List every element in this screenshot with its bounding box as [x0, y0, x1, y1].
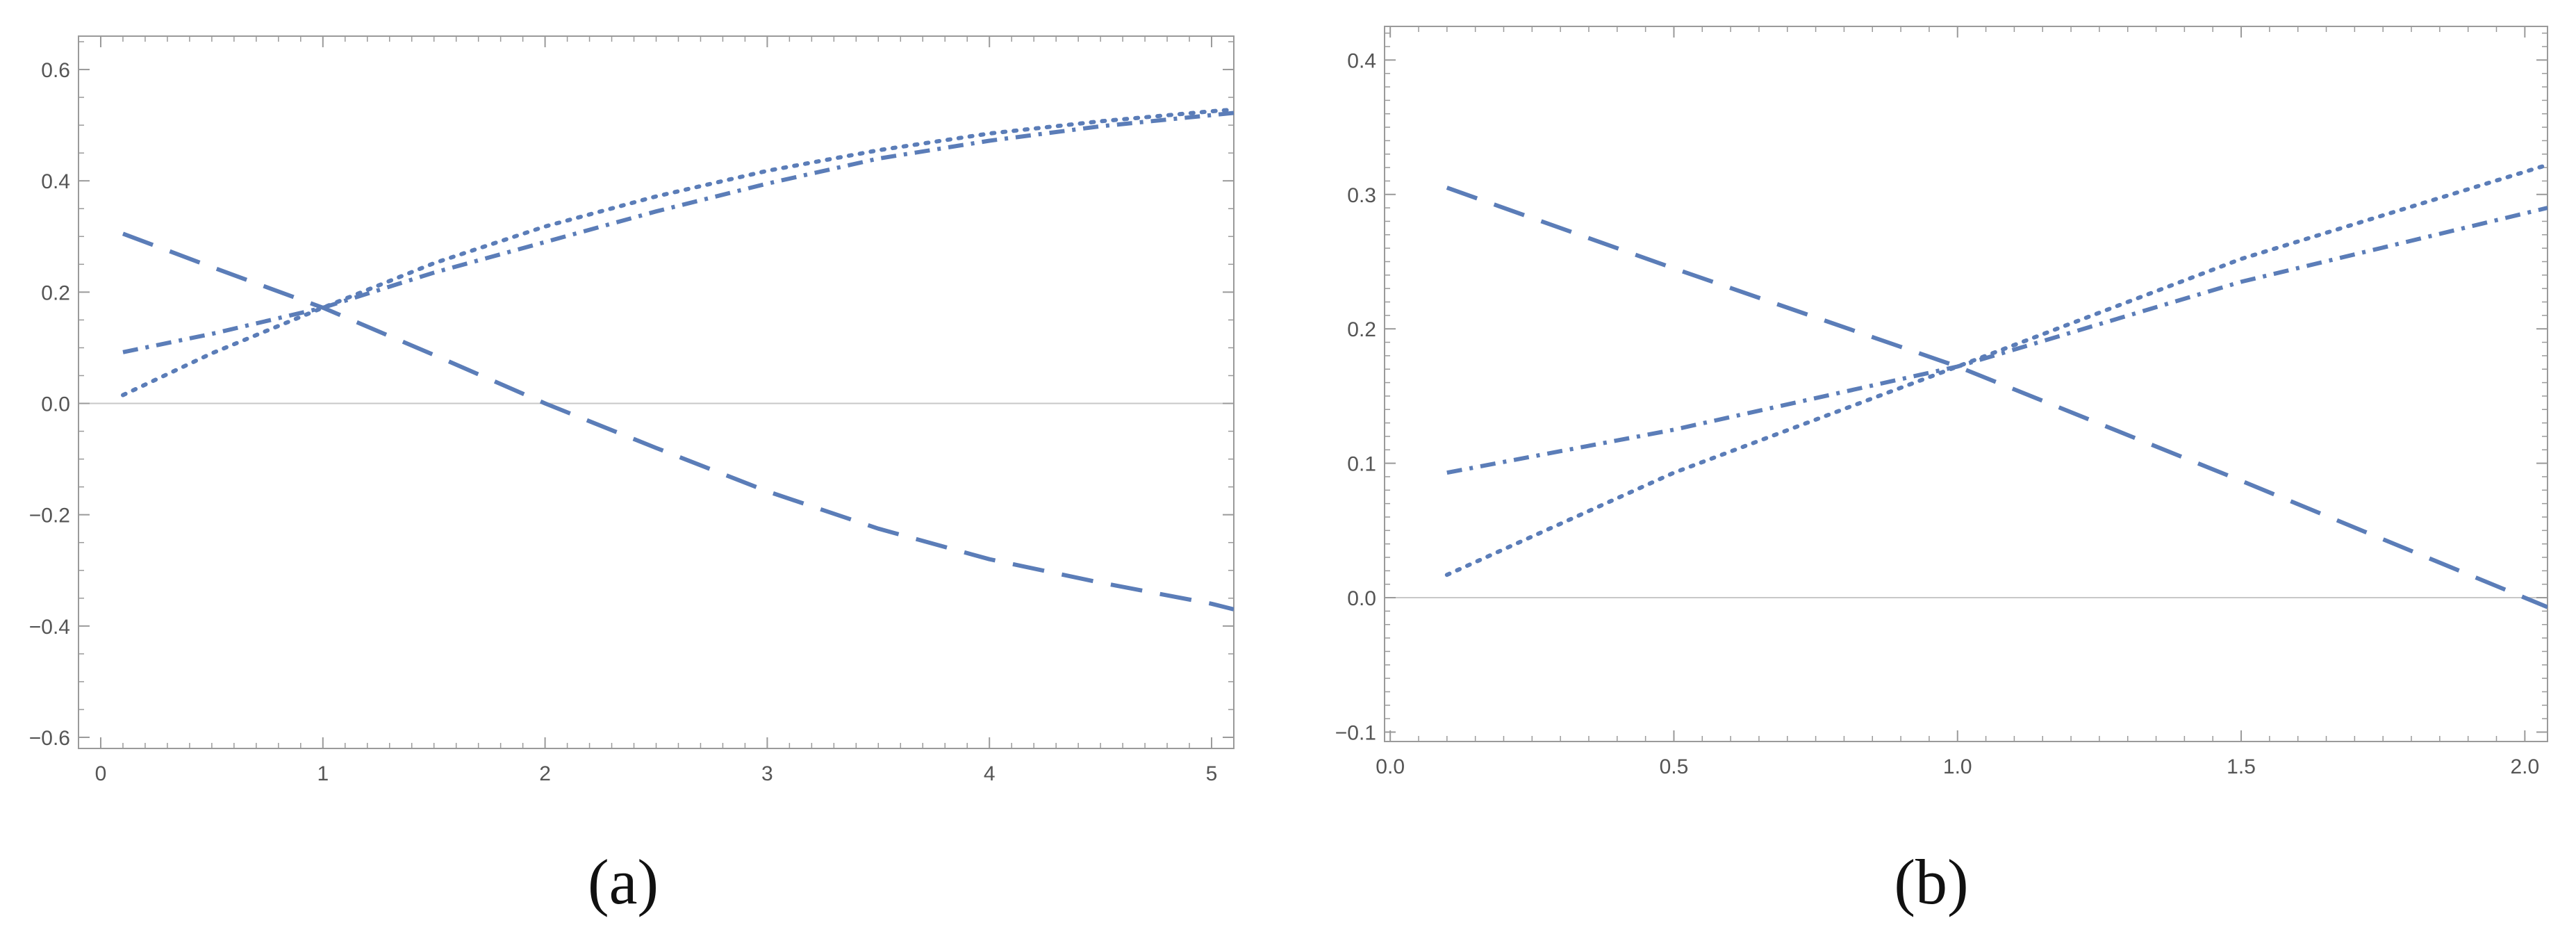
panel-a-caption: (a)	[588, 846, 659, 917]
y-tick-label: 0.4	[1347, 49, 1376, 72]
x-tick-label: 1	[317, 762, 329, 785]
series-line-dashdot	[1446, 206, 2548, 475]
x-tick-label: 1.5	[2227, 755, 2256, 778]
y-tick-label: 0.6	[41, 59, 70, 82]
x-tick-label: 2	[539, 762, 551, 785]
x-tick-label: 1.0	[1943, 755, 1972, 778]
panel-b: 0.0 0.5 1.0 1.5 2.0−0.10.00.10.20.30.4	[1335, 26, 2548, 778]
plot-frame	[1384, 26, 2548, 742]
y-tick-label: −0.2	[29, 505, 70, 527]
x-tick-label: 4	[984, 762, 996, 785]
y-tick-label: 0.3	[1347, 184, 1376, 207]
panel-a: 0 1 2 3 4 5 −0.6 −0.4 −0.2 0.0 0.2 0.4 0.6	[29, 35, 1235, 785]
series-line-dashdot	[122, 110, 1234, 354]
x-tick-label: 2.0	[2510, 755, 2539, 778]
y-tick-label: 0.0	[1347, 587, 1376, 610]
series-line-dotted	[1444, 163, 2548, 577]
series-line-dotted	[121, 107, 1234, 398]
y-tick-label: 0.2	[1347, 318, 1376, 341]
y-tick-label: 0.1	[1347, 453, 1376, 476]
panel-b-caption: (b)	[1894, 846, 1968, 917]
y-tick-label: 0.2	[41, 281, 70, 304]
x-tick-label: 5	[1206, 762, 1218, 785]
plot-frame	[78, 35, 1235, 749]
series-line-dashed	[1446, 186, 2548, 609]
series-line-dashed	[122, 231, 1234, 612]
x-tick-label: 3	[761, 762, 773, 785]
y-tick-label: −0.4	[29, 616, 70, 639]
x-tick-label: 0.5	[1660, 755, 1689, 778]
y-tick-label: −0.6	[29, 727, 70, 750]
x-tick-label: 0	[95, 762, 107, 785]
y-tick-label: 0.4	[41, 170, 70, 193]
y-tick-label: 0.0	[41, 393, 70, 416]
x-tick-label: 0.0	[1376, 755, 1405, 778]
y-tick-label: −0.1	[1335, 721, 1376, 744]
